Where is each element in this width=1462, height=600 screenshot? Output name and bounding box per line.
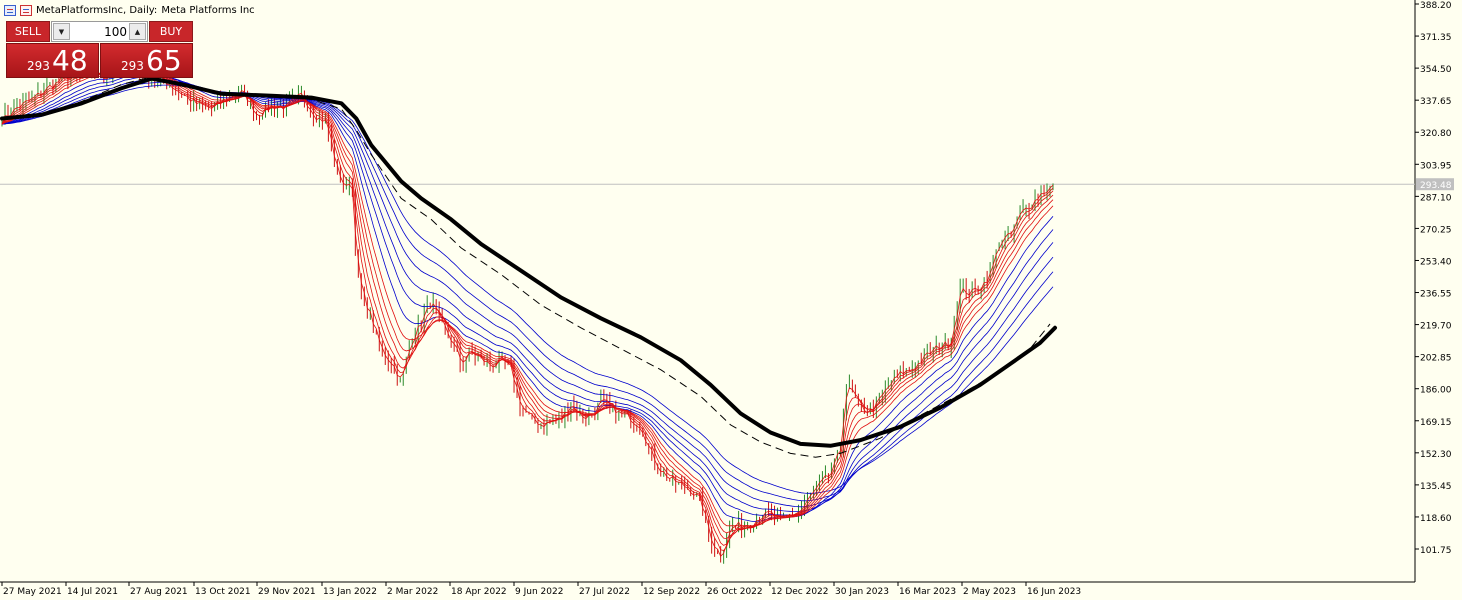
- y-tick-label-16: 118.60: [1420, 514, 1452, 524]
- y-tick-label-2: 354.50: [1420, 65, 1452, 75]
- x-tick-label-2: 27 Aug 2021: [130, 587, 188, 597]
- current-price-text: 293.48: [1420, 181, 1452, 191]
- y-tick-label-3: 337.65: [1420, 97, 1452, 107]
- time-axis-labels: 27 May 2021 14 Jul 2021 27 Aug 2021 13 Oct …: [1, 582, 1081, 597]
- y-tick-label-9: 236.55: [1420, 290, 1452, 300]
- x-tick-label-8: 9 Jun 2022: [515, 587, 563, 597]
- volume-input[interactable]: [72, 23, 127, 40]
- price-axis-labels: 388.20 371.35 354.50 337.65 320.80 303.95 287.…: [1415, 1, 1452, 556]
- x-tick-label-5: 13 Jan 2022: [323, 587, 377, 597]
- x-tick-label-6: 2 Mar 2022: [387, 587, 438, 597]
- buy-price-pips: 65: [146, 44, 182, 77]
- sell-price-big-figure: 293: [27, 59, 50, 73]
- x-tick-label-1: 14 Jul 2021: [67, 587, 118, 597]
- x-tick-label-11: 26 Oct 2022: [707, 587, 763, 597]
- short-ema-line-0: [1, 61, 1054, 558]
- x-tick-label-14: 16 Mar 2023: [899, 587, 956, 597]
- x-tick-label-0: 27 May 2021: [3, 587, 62, 597]
- x-tick-label-15: 2 May 2023: [963, 587, 1016, 597]
- y-tick-label-15: 135.45: [1420, 482, 1452, 492]
- ma-200-line: [0, 76, 1057, 448]
- x-tick-label-16: 16 Jun 2023: [1027, 587, 1081, 597]
- y-tick-label-4: 320.80: [1420, 129, 1452, 139]
- x-tick-label-4: 29 Nov 2021: [258, 587, 316, 597]
- volume-decrease-arrow-icon[interactable]: ▼: [53, 23, 70, 40]
- buy-price-box[interactable]: 293 65: [100, 43, 193, 78]
- x-tick-label-13: 30 Jan 2023: [835, 587, 889, 597]
- chart-description: Meta Platforms Inc: [161, 4, 255, 16]
- y-tick-label-12: 186.00: [1420, 386, 1452, 396]
- y-tick-label-13: 169.15: [1420, 418, 1452, 428]
- x-tick-label-9: 27 Jul 2022: [579, 587, 630, 597]
- sell-price-box[interactable]: 293 48: [6, 43, 99, 78]
- volume-increase-arrow-icon[interactable]: ▲: [129, 23, 146, 40]
- moving-average-200: [0, 76, 1057, 458]
- one-click-trading-panel: SELL ▼ ▲ BUY 293 48 293 65: [6, 21, 193, 78]
- sell-button[interactable]: SELL: [6, 21, 50, 42]
- current-price-badge: [1416, 178, 1454, 191]
- y-tick-label-11: 202.85: [1420, 354, 1452, 364]
- y-tick-label-6: 287.10: [1420, 193, 1452, 203]
- current-price-label: 293.48: [1416, 178, 1454, 191]
- long-ema-line-2: [1, 76, 1054, 512]
- volume-control: ▼ ▲: [51, 21, 148, 42]
- sell-price-pips: 48: [52, 44, 88, 77]
- y-tick-label-10: 219.70: [1420, 322, 1452, 332]
- buy-button[interactable]: BUY: [149, 21, 193, 42]
- y-tick-label-8: 253.40: [1420, 257, 1452, 267]
- y-tick-label-5: 303.95: [1420, 161, 1452, 171]
- short-ema-line-2: [1, 66, 1054, 546]
- x-tick-label-7: 18 Apr 2022: [451, 587, 507, 597]
- long-ema-line-5: [1, 84, 1054, 494]
- y-tick-label-0: 388.20: [1420, 1, 1452, 11]
- chart-template-icon[interactable]: [20, 4, 32, 16]
- buy-price-big-figure: 293: [121, 59, 144, 73]
- y-tick-label-7: 270.25: [1420, 225, 1452, 235]
- short-ema-line-1: [1, 64, 1054, 551]
- y-tick-label-14: 152.30: [1420, 450, 1452, 460]
- chart-symbol: MetaPlatformsInc, Daily:: [36, 4, 158, 16]
- y-tick-label-1: 371.35: [1420, 33, 1452, 43]
- chart-header: MetaPlatformsInc, Daily: Meta Platforms …: [4, 3, 255, 17]
- y-tick-label-17: 101.75: [1420, 546, 1452, 556]
- x-tick-label-3: 13 Oct 2021: [195, 587, 251, 597]
- x-tick-label-10: 12 Sep 2022: [643, 587, 700, 597]
- chart-properties-icon[interactable]: [4, 4, 16, 16]
- x-tick-label-12: 12 Dec 2022: [771, 587, 829, 597]
